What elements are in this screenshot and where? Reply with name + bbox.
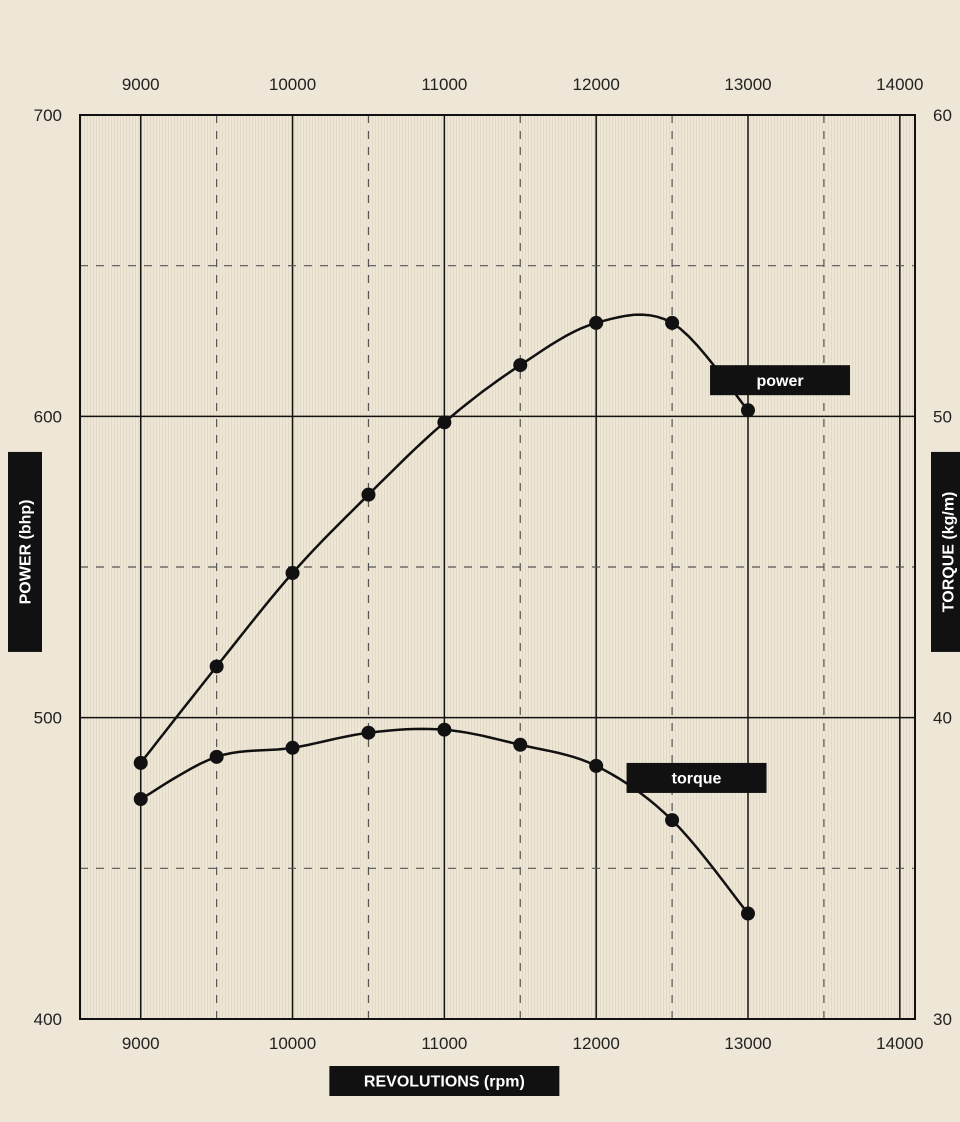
y-left-axis-label: POWER (bhp) <box>8 452 42 652</box>
y-left-tick: 400 <box>34 1010 62 1029</box>
series-power-marker <box>286 566 300 580</box>
series-torque-marker <box>361 726 375 740</box>
y-right-axis-label: TORQUE (kg/m) <box>931 452 960 652</box>
y-right-tick: 50 <box>933 407 952 426</box>
legend-torque: torque <box>627 763 767 793</box>
y-left-tick: 500 <box>34 709 62 728</box>
svg-text:REVOLUTIONS (rpm): REVOLUTIONS (rpm) <box>364 1074 525 1091</box>
x-axis-label: REVOLUTIONS (rpm) <box>329 1066 559 1096</box>
series-power-marker <box>741 403 755 417</box>
svg-text:TORQUE (kg/m): TORQUE (kg/m) <box>941 492 958 613</box>
series-torque-marker <box>589 759 603 773</box>
series-power-marker <box>589 316 603 330</box>
series-power-marker <box>513 358 527 372</box>
series-torque-marker <box>741 907 755 921</box>
svg-text:power: power <box>756 373 803 390</box>
series-torque-marker <box>513 738 527 752</box>
y-left-tick: 600 <box>34 407 62 426</box>
x-tick-bottom: 12000 <box>573 1034 620 1053</box>
series-power-marker <box>665 316 679 330</box>
x-tick-bottom: 13000 <box>724 1034 771 1053</box>
y-left-tick: 700 <box>34 106 62 125</box>
series-torque-marker <box>210 750 224 764</box>
y-right-tick: 30 <box>933 1010 952 1029</box>
y-right-tick: 40 <box>933 709 952 728</box>
power-torque-chart: 9000 9000 10000 10000 11000 11000 12000 12000 13… <box>0 0 960 1122</box>
series-torque-marker <box>286 741 300 755</box>
svg-text:POWER (bhp): POWER (bhp) <box>18 499 35 604</box>
series-power-marker <box>437 415 451 429</box>
x-tick-bottom: 11000 <box>421 1034 467 1053</box>
series-power-marker <box>361 488 375 502</box>
x-tick-top: 10000 <box>269 75 316 94</box>
x-tick-top: 13000 <box>724 75 771 94</box>
x-tick-top: 12000 <box>573 75 620 94</box>
series-torque-marker <box>437 723 451 737</box>
legend-power: power <box>710 365 850 395</box>
series-torque-marker <box>134 792 148 806</box>
x-tick-bottom: 9000 <box>122 1034 160 1053</box>
series-power-marker <box>134 756 148 770</box>
x-tick-top: 14000 <box>876 75 923 94</box>
series-torque-marker <box>665 813 679 827</box>
series-power-marker <box>210 659 224 673</box>
x-tick-top: 9000 <box>122 75 160 94</box>
x-tick-bottom: 14000 <box>876 1034 923 1053</box>
x-tick-bottom: 10000 <box>269 1034 316 1053</box>
y-right-tick: 60 <box>933 106 952 125</box>
x-tick-top: 11000 <box>421 75 467 94</box>
svg-text:torque: torque <box>672 771 722 788</box>
